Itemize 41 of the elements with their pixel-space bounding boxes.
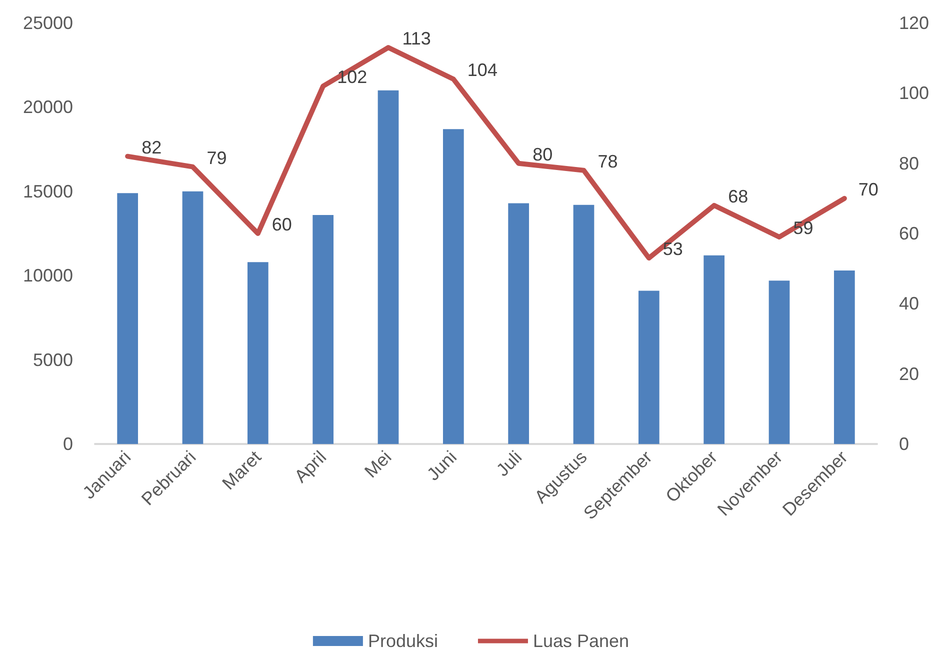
data-label: 53	[662, 239, 683, 260]
data-label: 79	[206, 148, 227, 168]
data-label: 113	[402, 28, 431, 49]
data-label: 78	[598, 151, 618, 172]
data-label: 104	[467, 60, 498, 80]
y2-tick-label: 80	[899, 153, 920, 174]
bar	[704, 255, 725, 444]
data-label: 80	[532, 144, 553, 164]
y2-tick-label: 120	[899, 13, 930, 33]
y-tick-label: 15000	[22, 181, 73, 202]
bar	[247, 262, 268, 444]
y-tick-label: 10000	[22, 266, 73, 286]
bar	[834, 270, 855, 444]
y2-tick-label: 0	[899, 434, 910, 454]
x-tick-label: Juni	[423, 446, 460, 484]
y2-tick-label: 20	[899, 364, 920, 384]
bar	[573, 204, 594, 444]
bar	[312, 214, 334, 444]
y-tick-label: 5000	[32, 350, 73, 370]
x-tick-label: Juli	[492, 446, 526, 480]
x-tick-label: Mei	[360, 446, 396, 482]
y-tick-label: 0	[62, 434, 73, 454]
bar	[182, 191, 204, 444]
bar	[768, 280, 790, 444]
y-tick-label: 25000	[22, 13, 73, 33]
bar	[117, 193, 138, 444]
bar	[508, 203, 530, 444]
bar	[442, 129, 464, 444]
bar	[378, 90, 399, 444]
data-label: 70	[858, 179, 878, 200]
data-label: 68	[728, 186, 748, 206]
data-label: 82	[142, 137, 162, 158]
legend-label: Produksi	[368, 631, 438, 651]
legend-label: Luas Panen	[532, 631, 630, 651]
y-tick-label: 20000	[22, 97, 73, 118]
y2-tick-label: 100	[899, 83, 930, 104]
y2-tick-label: 60	[899, 224, 920, 244]
y2-tick-label: 40	[899, 294, 920, 314]
bar	[638, 290, 660, 444]
data-label: 102	[337, 67, 368, 88]
data-label: 60	[272, 214, 292, 234]
